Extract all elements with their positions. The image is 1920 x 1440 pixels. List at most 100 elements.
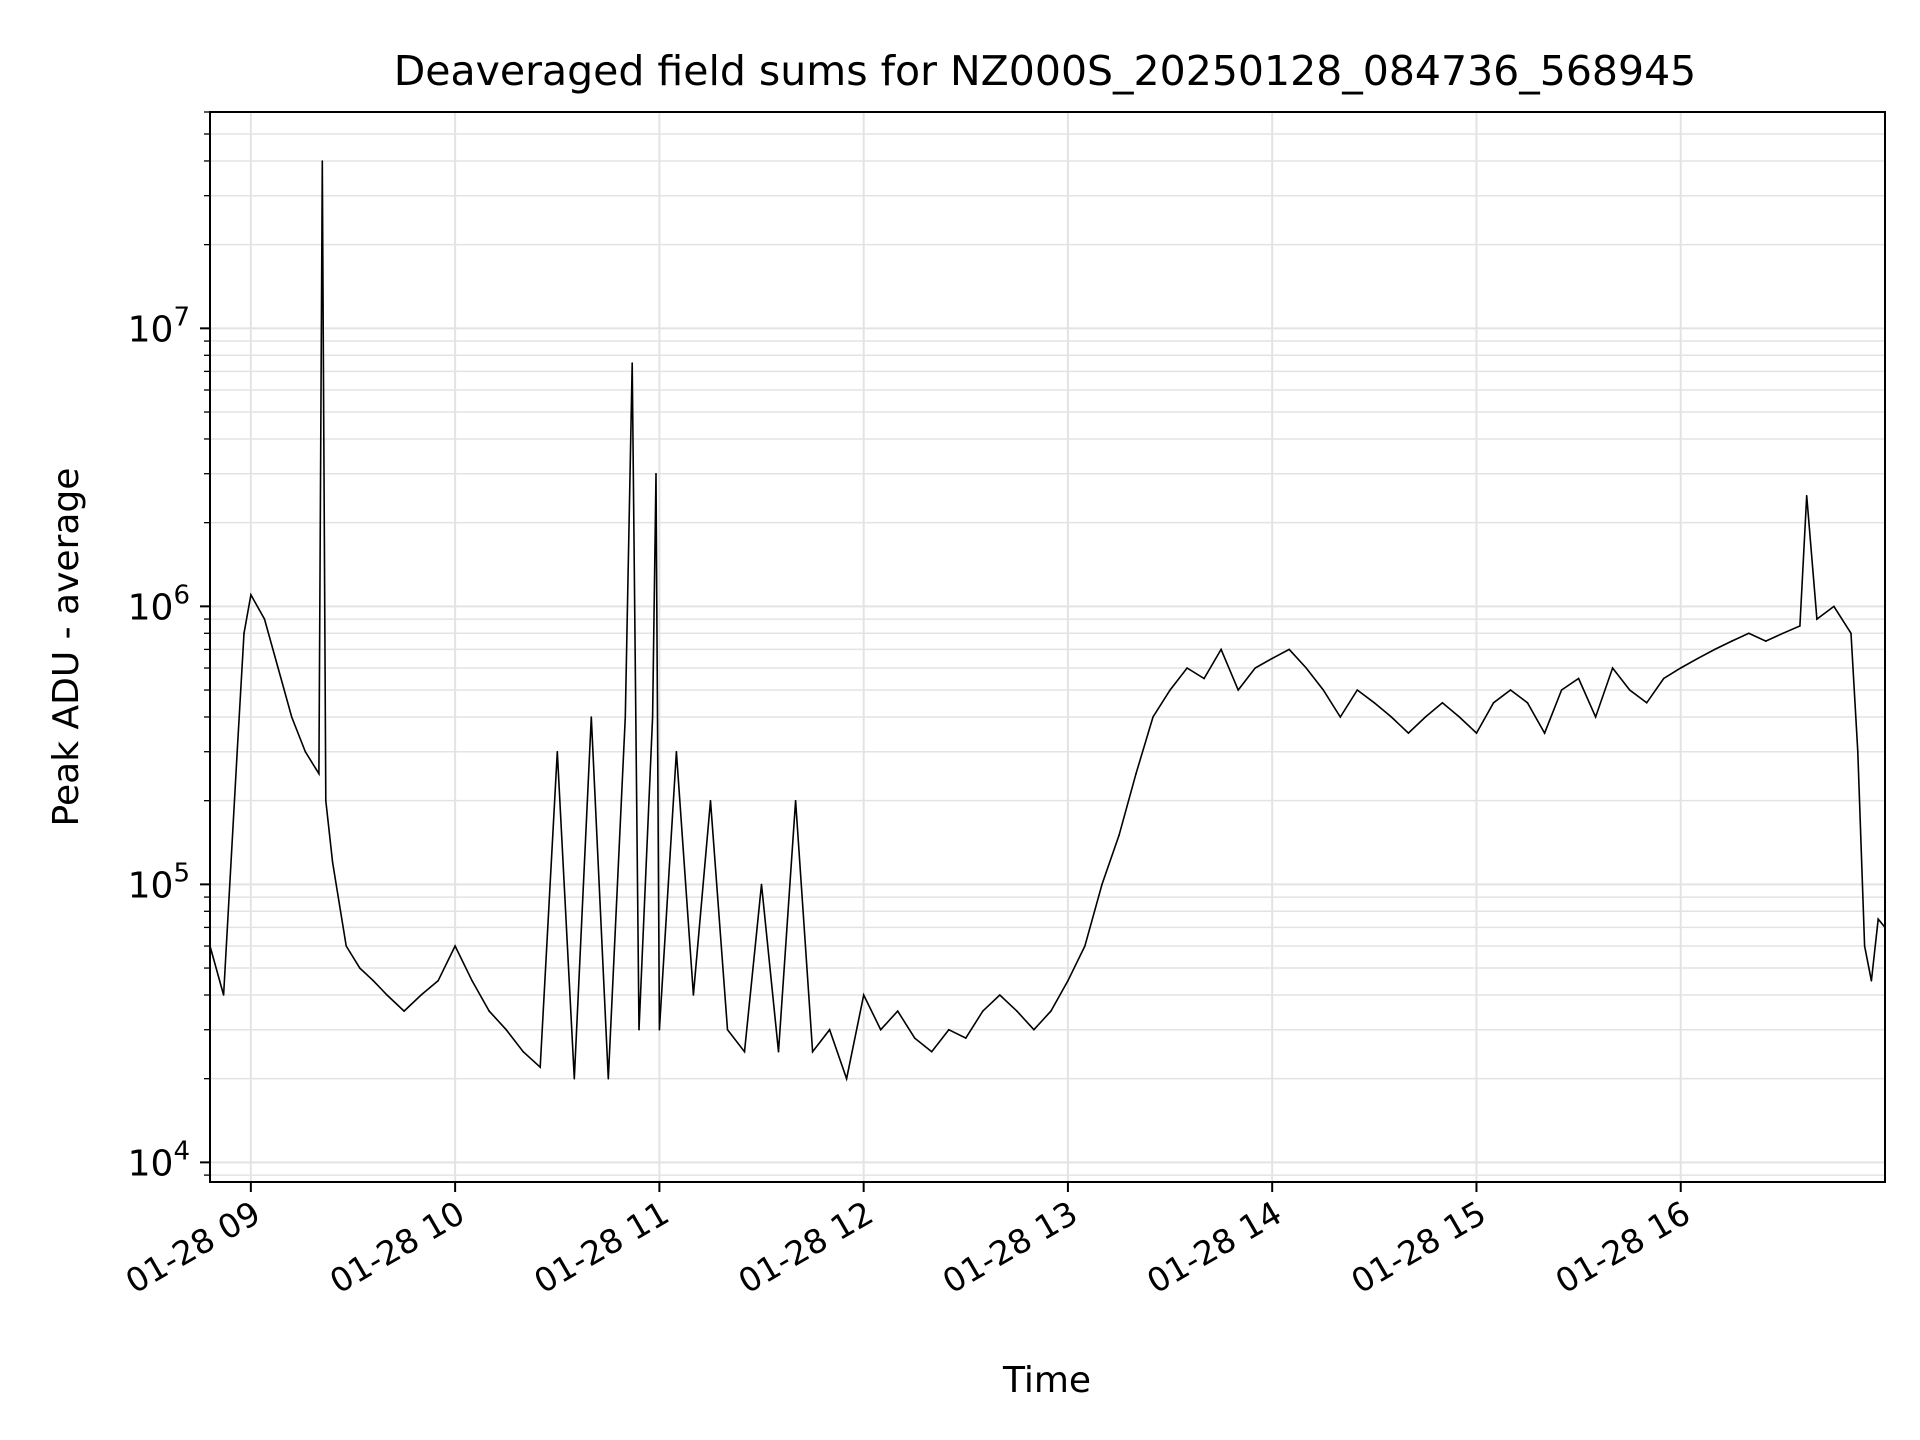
data-point — [437, 980, 439, 982]
data-point — [1833, 605, 1835, 608]
data-point — [1271, 657, 1273, 660]
data-point — [1475, 732, 1478, 734]
y-tick-label: 105 — [128, 858, 190, 906]
data-point — [1560, 689, 1563, 691]
data-point — [290, 716, 293, 718]
data-point — [243, 632, 245, 635]
data-point — [573, 1077, 576, 1080]
data-point — [1033, 1028, 1035, 1031]
data-point — [1356, 689, 1359, 691]
data-point — [913, 1037, 916, 1039]
data-point — [896, 1010, 899, 1012]
data-point — [403, 1010, 405, 1012]
data-point — [1254, 667, 1256, 669]
data-point — [1679, 667, 1682, 669]
plot-frame — [209, 111, 1886, 1183]
data-point — [1390, 716, 1393, 718]
data-point — [1339, 716, 1342, 718]
data-point — [522, 1050, 524, 1053]
data-point — [1441, 702, 1444, 704]
data-point — [321, 160, 324, 162]
data-point — [1186, 667, 1188, 669]
data-point — [1118, 834, 1120, 837]
data-point — [1135, 772, 1137, 775]
data-point — [1407, 732, 1410, 734]
data-point — [1877, 918, 1879, 920]
data-point — [655, 472, 657, 475]
data-point — [1870, 980, 1873, 982]
data-point — [471, 980, 473, 982]
data-point — [1863, 945, 1866, 947]
data-point — [982, 1010, 984, 1012]
data-point — [845, 1077, 848, 1080]
data-point — [1458, 716, 1461, 718]
data-point — [1424, 716, 1427, 718]
data-point — [505, 1028, 508, 1031]
data-point — [777, 1050, 780, 1053]
data-point — [1322, 689, 1325, 691]
data-point — [709, 799, 712, 802]
data-point — [1645, 702, 1648, 704]
data-point — [372, 980, 375, 982]
data-point — [1594, 716, 1597, 718]
data-point — [1816, 618, 1818, 620]
data-point — [828, 1028, 831, 1031]
y-tick-label: 104 — [128, 1136, 190, 1184]
y-axis-label: Peak ADU - average — [46, 468, 87, 827]
data-point — [250, 594, 252, 596]
data-point — [331, 861, 334, 864]
grid-lines — [210, 111, 1885, 1182]
data-point — [1731, 640, 1733, 642]
x-axis-label: Time — [1002, 1360, 1091, 1401]
data-point — [1203, 677, 1205, 680]
data-point — [675, 750, 678, 753]
data-point — [862, 994, 865, 996]
data-point — [1577, 677, 1580, 680]
data-point — [1101, 883, 1103, 886]
data-point — [879, 1028, 882, 1031]
series-line — [209, 160, 1886, 1082]
data-point — [488, 1010, 491, 1012]
data-point — [624, 716, 627, 718]
data-point — [1857, 750, 1859, 753]
data-point — [726, 1028, 729, 1031]
data-point — [1152, 716, 1154, 718]
data-point — [1016, 1010, 1018, 1012]
data-point — [454, 945, 456, 947]
data-point — [236, 750, 238, 753]
data-point — [743, 1050, 746, 1053]
data-point — [1305, 667, 1307, 669]
data-point — [1084, 945, 1086, 947]
data-point — [1782, 632, 1784, 635]
data-point — [539, 1066, 541, 1068]
data-point — [1765, 640, 1767, 642]
data-point — [658, 1028, 661, 1031]
data-point — [556, 750, 559, 753]
data-point — [222, 994, 225, 996]
data-point — [359, 967, 361, 969]
data-point — [930, 1050, 933, 1053]
data-point — [965, 1037, 967, 1039]
data-point — [794, 799, 797, 802]
data-point — [999, 994, 1001, 996]
data-point — [1850, 632, 1852, 635]
data-series — [209, 160, 1886, 1082]
data-point — [1509, 689, 1512, 691]
data-point — [1697, 657, 1699, 660]
data-point — [1611, 667, 1614, 669]
data-point — [1748, 632, 1750, 635]
data-point — [1169, 689, 1171, 691]
data-point — [263, 618, 266, 620]
data-point — [760, 883, 763, 886]
data-point — [304, 750, 307, 753]
data-point — [948, 1028, 950, 1031]
data-point — [1714, 648, 1716, 651]
data-point — [318, 772, 320, 775]
data-point — [638, 1028, 640, 1031]
data-point — [1492, 702, 1495, 704]
data-point — [1543, 732, 1546, 734]
data-point — [1628, 689, 1631, 691]
data-point — [1237, 689, 1239, 691]
